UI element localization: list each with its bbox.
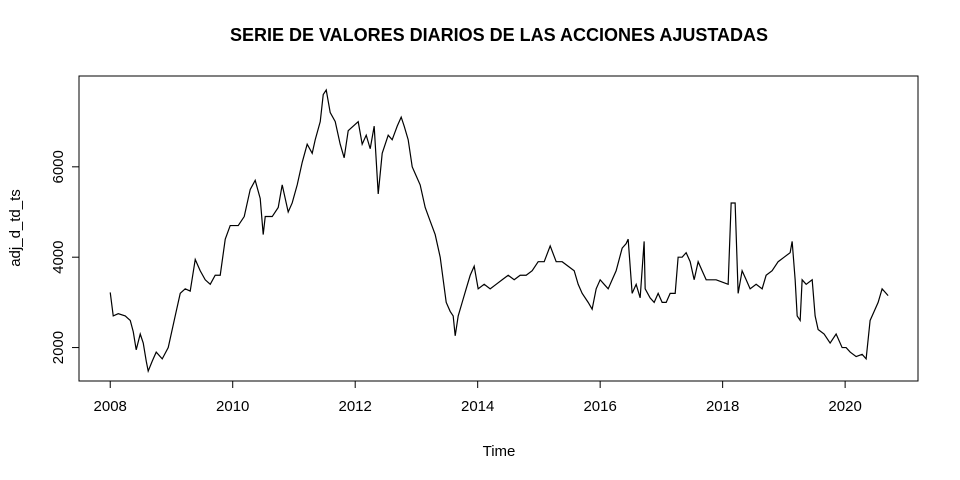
chart-title: SERIE DE VALORES DIARIOS DE LAS ACCIONES… [230, 25, 768, 45]
x-tick-label: 2020 [828, 398, 861, 415]
y-axis-title: adj_d_td_ts [7, 189, 24, 267]
y-tick-label: 2000 [50, 331, 67, 364]
x-axis-title: Time [483, 443, 516, 460]
x-tick-label: 2010 [216, 398, 249, 415]
x-tick-label: 2016 [583, 398, 616, 415]
x-tick-label: 2018 [706, 398, 739, 415]
x-tick-label: 2012 [339, 398, 372, 415]
plot-frame [78, 75, 919, 382]
y-tick-label: 4000 [50, 241, 67, 274]
x-tick-label: 2014 [461, 398, 494, 415]
series-line [109, 88, 889, 374]
x-tick-label: 2008 [94, 398, 127, 415]
y-tick-label: 6000 [50, 150, 67, 183]
